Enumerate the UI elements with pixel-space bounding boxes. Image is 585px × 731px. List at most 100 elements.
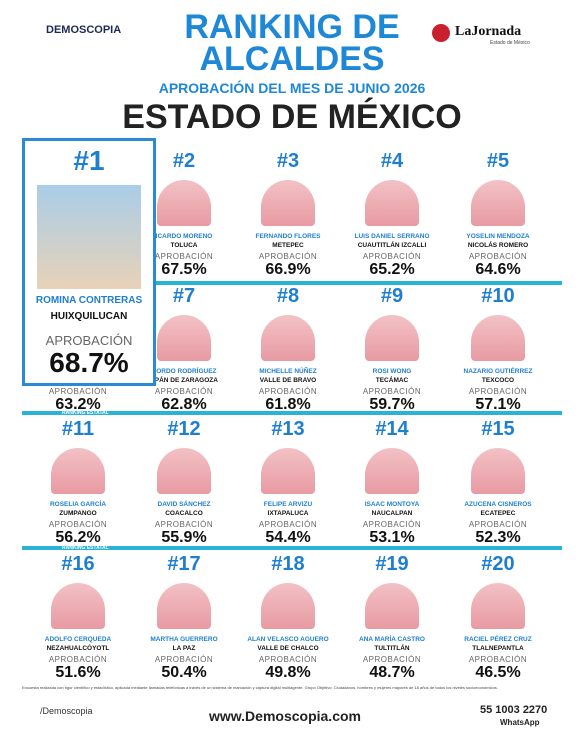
footnote: Encuesta realizada con rigor científico … xyxy=(22,685,498,690)
rank: #19 xyxy=(375,553,409,575)
rank: #2 xyxy=(172,150,196,172)
newspaper-sub: Estado de México xyxy=(490,40,530,46)
brand: DEMOSCOPIA xyxy=(46,24,122,36)
photo xyxy=(471,180,525,226)
city: NICOLÁS ROMERO xyxy=(467,242,529,249)
city: TOLUCA xyxy=(170,242,198,249)
label: APROBACIÓN xyxy=(258,387,318,396)
rank: #16 xyxy=(61,553,95,575)
approval: 55.9% xyxy=(161,529,207,546)
label: APROBACIÓN xyxy=(258,655,318,664)
photo xyxy=(471,583,525,629)
rank: #4 xyxy=(380,150,404,172)
city: VALLE DE CHALCO xyxy=(257,645,319,652)
rank: #10 xyxy=(481,285,515,307)
city: NEZAHUALCÓYOTL xyxy=(46,645,110,652)
city: NAUCALPAN xyxy=(371,510,413,517)
label: APROBACIÓN xyxy=(468,387,528,396)
name: ROSI WONG xyxy=(372,368,412,375)
approval: 49.8% xyxy=(265,664,311,681)
photo xyxy=(365,583,419,629)
label: APROBACIÓN xyxy=(48,520,108,529)
city: CUAUTITLÁN IZCALLI xyxy=(357,242,427,249)
rank: #17 xyxy=(167,553,201,575)
photo xyxy=(365,180,419,226)
approval: 62.8% xyxy=(161,396,207,413)
approval: 59.7% xyxy=(369,396,415,413)
social: /Demoscopia xyxy=(40,706,93,716)
rank: #14 xyxy=(375,418,409,440)
label: APROBACIÓN xyxy=(154,387,214,396)
name: DAVID SÁNCHEZ xyxy=(157,501,211,508)
approval: 57.1% xyxy=(475,396,521,413)
approval: 46.5% xyxy=(475,664,521,681)
approval: 53.1% xyxy=(369,529,415,546)
photo xyxy=(51,583,105,629)
divider-label: RANKING ESTATAL xyxy=(62,410,109,416)
photo xyxy=(365,315,419,361)
phone: 55 1003 2270 xyxy=(480,704,548,716)
city: APÁN DE ZARAGOZA xyxy=(150,377,218,384)
label: APROBACIÓN xyxy=(468,520,528,529)
name: ICARDO MORENO xyxy=(155,233,213,240)
city: METEPEC xyxy=(272,242,304,249)
photo xyxy=(365,448,419,494)
name: AZUCENA CISNEROS xyxy=(464,501,532,508)
photo xyxy=(471,315,525,361)
divider: RANKING ESTATAL xyxy=(22,545,562,551)
name: MARTHA GUERRERO xyxy=(150,636,218,643)
city: ZUMPANGO xyxy=(59,510,97,517)
city: IXTAPALUCA xyxy=(267,510,309,517)
name: MICHELLE NÚÑEZ xyxy=(259,368,317,375)
city: LA PAZ xyxy=(172,645,196,652)
approval: 63.2% xyxy=(55,396,101,413)
label: APROBACIÓN xyxy=(468,655,528,664)
label: APROBACIÓN xyxy=(362,520,422,529)
approval: 48.7% xyxy=(369,664,415,681)
divider: RANKING ESTATAL xyxy=(22,410,562,416)
name: ROSELIA GARCÍA xyxy=(49,501,107,508)
city: TECÁMAC xyxy=(375,377,409,384)
city: HUIXQUILUCAN xyxy=(50,311,128,322)
name: ANA MARÍA CASTRO xyxy=(359,636,425,643)
photo xyxy=(157,315,211,361)
rank: #1 xyxy=(73,145,105,176)
approval: 61.8% xyxy=(265,396,311,413)
name: ISAAC MONTOYA xyxy=(364,501,420,508)
whatsapp: WhatsApp xyxy=(500,718,540,727)
photo xyxy=(157,583,211,629)
photo xyxy=(261,583,315,629)
rank: #3 xyxy=(276,150,300,172)
name: ALAN VELASCO AGUERO xyxy=(247,636,329,643)
rank: #11 xyxy=(61,418,95,440)
approval: 65.2% xyxy=(369,261,415,278)
title: RANKING DE xyxy=(184,8,400,46)
city: TULTITLÁN xyxy=(374,645,410,652)
rank: #12 xyxy=(167,418,201,440)
approval: 64.6% xyxy=(475,261,521,278)
photo xyxy=(261,180,315,226)
label: APROBACIÓN xyxy=(258,520,318,529)
name: YOSELIN MENDOZA xyxy=(466,233,530,240)
rank: #9 xyxy=(380,285,404,307)
label: APROBACIÓN xyxy=(48,655,108,664)
approval: 56.2% xyxy=(55,529,101,546)
photo xyxy=(261,448,315,494)
name: CORDO RODRÍGUEZ xyxy=(151,368,217,375)
rank: #5 xyxy=(486,150,510,172)
rank: #20 xyxy=(481,553,515,575)
approval: 54.4% xyxy=(265,529,311,546)
label: APROBACIÓN xyxy=(154,252,214,261)
label: APROBACIÓN xyxy=(468,252,528,261)
newspaper-logo xyxy=(432,24,450,42)
approval: 68.7% xyxy=(49,347,129,378)
url: www.Demoscopia.com xyxy=(209,708,361,724)
name: RACIEL PÉREZ CRUZ xyxy=(464,636,532,643)
photo xyxy=(157,448,211,494)
rank: #7 xyxy=(172,285,196,307)
label: APROBACIÓN xyxy=(362,387,422,396)
newspaper: LaJornada xyxy=(455,24,522,39)
top-card: #1 ROMINA CONTRERAS HUIXQUILUCAN APROBAC… xyxy=(22,138,156,386)
name: FELIPE ARVIZU xyxy=(263,501,313,508)
